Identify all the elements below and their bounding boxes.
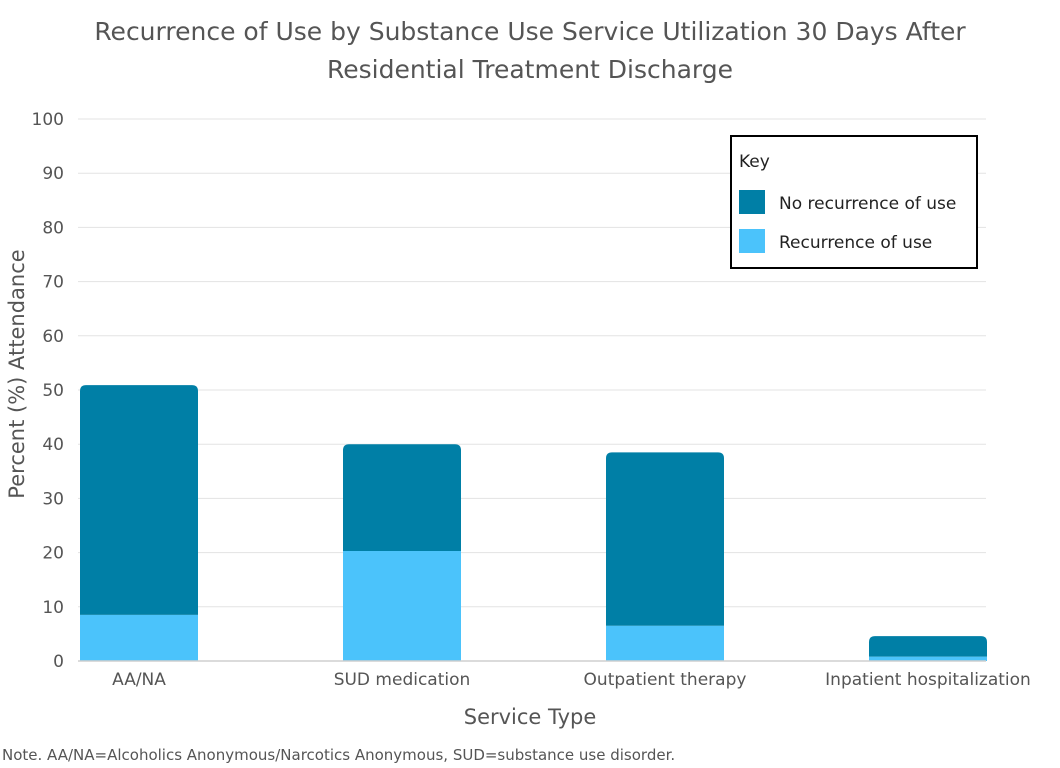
y-tick-label: 20 [42, 544, 64, 564]
y-tick-label: 30 [42, 489, 64, 509]
legend-swatch-recurrence [739, 229, 765, 253]
chart-title-line-2: Residential Treatment Discharge [326, 55, 734, 84]
y-tick-label: 100 [32, 110, 64, 130]
y-tick-label: 90 [42, 164, 64, 184]
chart-title-line-1: Recurrence of Use by Substance Use Servi… [94, 17, 966, 46]
bar-segment [343, 444, 461, 551]
x-tick-label: AA/NA [112, 670, 166, 690]
x-tick-label: Outpatient therapy [584, 670, 747, 690]
bar-segment [869, 656, 987, 661]
x-tick-label: Inpatient hospitalization [825, 670, 1031, 690]
bars [80, 385, 987, 661]
y-tick-label: 40 [42, 435, 64, 455]
y-tick-label: 0 [53, 652, 64, 672]
bar-segment [343, 550, 461, 661]
y-tick-label: 60 [42, 327, 64, 347]
bar-segment [80, 385, 198, 615]
legend-label-recurrence: Recurrence of use [779, 233, 932, 253]
legend-box [730, 135, 978, 269]
x-tick-labels: AA/NA SUD medication Outpatient therapy Inp… [112, 670, 1031, 690]
bar-segment [606, 625, 724, 661]
x-axis-label: Service Type [464, 705, 597, 729]
legend: Key No recurrence of use Recurrence of u… [730, 135, 978, 269]
x-tick-label: SUD medication [334, 670, 471, 690]
y-tick-label: 50 [42, 381, 64, 401]
y-tick-label: 70 [42, 273, 64, 293]
chart-note: Note. AA/NA=Alcoholics Anonymous/Narcoti… [2, 746, 676, 764]
legend-swatch-no-recurrence [739, 190, 765, 214]
y-tick-labels: 0 10 20 30 40 50 60 70 80 90 100 [32, 110, 64, 672]
bar-segment [869, 636, 987, 657]
legend-title: Key [739, 152, 770, 172]
bar-segment [606, 452, 724, 626]
y-axis-label: Percent (%) Attendance [5, 249, 29, 498]
bar-segment [80, 614, 198, 661]
y-tick-label: 10 [42, 598, 64, 618]
legend-label-no-recurrence: No recurrence of use [779, 194, 956, 214]
y-tick-label: 80 [42, 218, 64, 238]
